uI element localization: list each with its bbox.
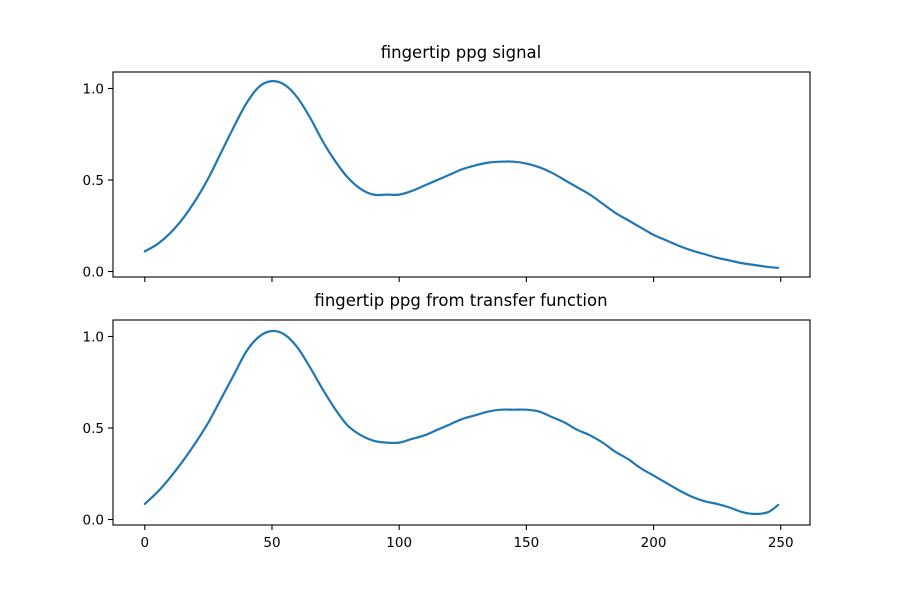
top-series-line [143,80,780,269]
bottom-y-tick-label: 0.0 [83,513,104,529]
bottom-x-tick-label: 150 [513,535,539,551]
bottom-chart-frame [112,319,811,526]
top-chart-title: fingertip ppg signal [381,43,542,62]
bottom-series-line [143,329,780,516]
top-y-tick-label: 0.5 [83,173,104,189]
bottom-x-tick-label: 50 [263,535,280,551]
bottom-x-tick-label: 200 [641,535,667,551]
bottom-chart-ticks: 0 50 100 150 200 250 0.0 0.5 1.0 [83,329,794,551]
bottom-x-tick-label: 0 [141,535,150,551]
bottom-y-tick-label: 1.0 [83,329,104,345]
subplot-bottom: fingertip ppg from transfer function 0 50… [83,291,811,551]
top-chart-frame [112,71,811,278]
bottom-chart-series [143,329,780,516]
bottom-x-tick-label: 100 [386,535,412,551]
top-y-tick-label: 1.0 [83,81,104,97]
top-chart-series [143,80,780,269]
top-y-tick-label: 0.0 [83,265,104,281]
top-chart-ticks: 0.0 0.5 1.0 [83,81,782,282]
bottom-chart-title: fingertip ppg from transfer function [314,291,607,310]
subplot-top: fingertip ppg signal 0.0 0.5 1.0 [83,43,811,282]
bottom-y-tick-label: 0.5 [83,421,104,437]
bottom-x-tick-label: 250 [768,535,794,551]
